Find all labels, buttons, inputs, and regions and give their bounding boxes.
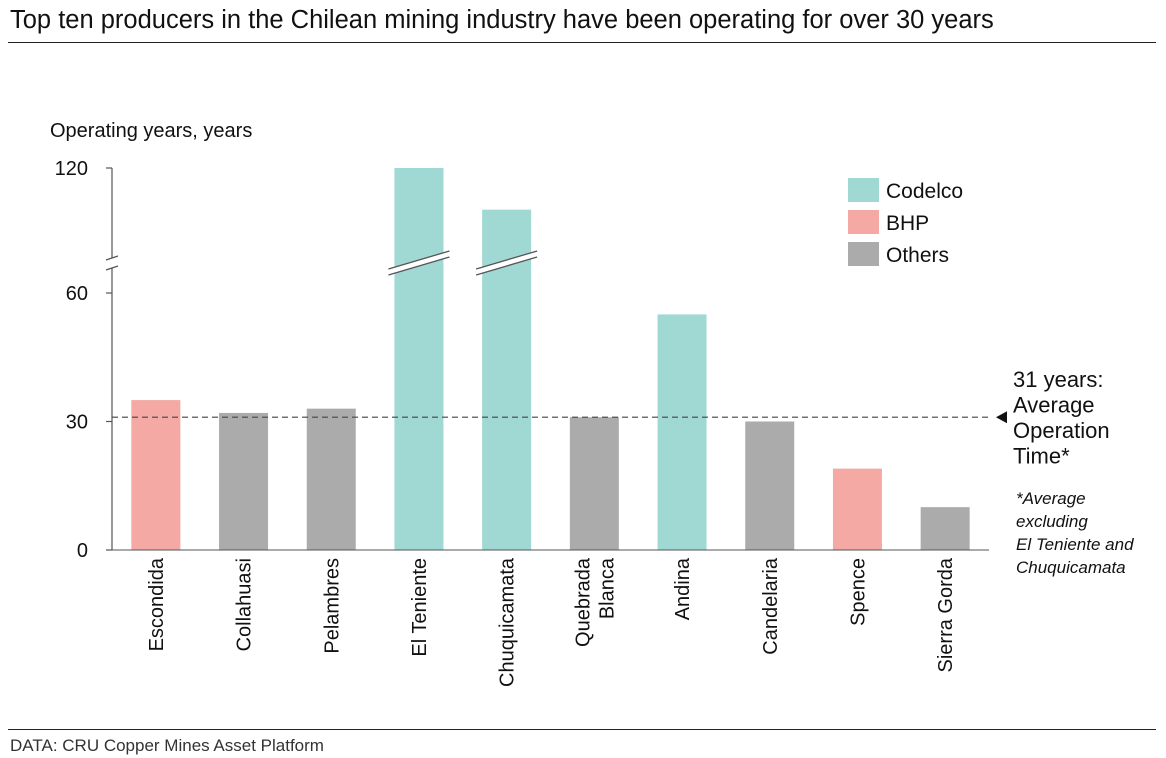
reference-arrow-icon (996, 411, 1007, 424)
bar-break-line (475, 256, 538, 276)
bar-escondida (131, 400, 181, 550)
legend-swatch (848, 178, 879, 202)
bar-el-teniente (394, 168, 444, 550)
bar-pelambres (306, 408, 356, 550)
bar-candelaria (745, 421, 795, 550)
x-tick-label: Pelambres (321, 558, 343, 654)
y-tick-label: 120 (55, 158, 88, 180)
legend-label: Codelco (886, 180, 963, 203)
bar-break-line (475, 250, 538, 270)
y-axis-break-mark (105, 265, 119, 271)
y-axis-break-mark (105, 255, 119, 261)
x-tick-label: Andina (672, 557, 694, 620)
bar-break-gap (388, 251, 450, 275)
bar-andina (657, 314, 707, 550)
legend-label: BHP (886, 212, 929, 235)
x-tick-label: Chuquicamata (497, 557, 519, 687)
legend-swatch (848, 210, 879, 234)
x-tick-label: Sierra Gorda (935, 557, 957, 672)
title-rule (8, 42, 1156, 43)
y-tick-label: 60 (66, 283, 88, 305)
x-tick-label: Quebrada Blanca (572, 557, 618, 647)
x-tick-label: Spence (847, 558, 869, 626)
bar-quebrada-blanca (569, 417, 619, 550)
legend-label: Others (886, 244, 949, 267)
bar-sierra-gorda (920, 507, 970, 550)
bar-spence (832, 468, 882, 550)
average-footnote: *Average excluding El Teniente and Chuquica… (1016, 489, 1134, 577)
chart-title: Top ten producers in the Chilean mining … (10, 6, 994, 34)
y-tick-label: 0 (77, 540, 88, 562)
x-tick-label: Collahuasi (234, 558, 256, 651)
bar-collahuasi (219, 412, 269, 550)
bar-break-line (388, 250, 450, 270)
bar-break-gap (476, 251, 538, 275)
y-tick-label: 30 (66, 412, 88, 434)
source-note: DATA: CRU Copper Mines Asset Platform (10, 736, 324, 755)
x-tick-label: El Teniente (409, 558, 431, 657)
x-tick-label: Candelaria (760, 557, 782, 655)
source-rule (8, 729, 1156, 730)
legend-swatch (848, 242, 879, 266)
reference-line-label: 31 years: Average Operation Time* (1013, 367, 1110, 469)
y-axis-label: Operating years, years (50, 120, 252, 142)
x-tick-label: Escondida (146, 557, 168, 651)
bar-break-line (388, 256, 450, 276)
